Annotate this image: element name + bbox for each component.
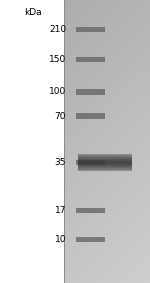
Bar [78, 159, 132, 160]
Bar [78, 165, 132, 166]
Bar [76, 27, 105, 32]
Bar [76, 89, 105, 95]
Bar [76, 160, 105, 165]
Bar [78, 163, 132, 164]
Bar [78, 164, 132, 165]
Bar [76, 57, 105, 62]
Text: 210: 210 [49, 25, 66, 34]
Bar [78, 170, 132, 171]
Text: 150: 150 [49, 55, 66, 64]
Bar [78, 160, 132, 161]
Text: 10: 10 [54, 235, 66, 244]
Bar [78, 155, 132, 156]
Bar [78, 167, 132, 168]
Bar [78, 168, 132, 169]
Bar [78, 169, 132, 170]
Text: 70: 70 [54, 112, 66, 121]
Text: 100: 100 [49, 87, 66, 97]
Text: 17: 17 [54, 206, 66, 215]
Text: kDa: kDa [24, 8, 42, 17]
Bar [76, 208, 105, 213]
Bar [76, 237, 105, 242]
Bar [78, 156, 132, 157]
Text: 35: 35 [54, 158, 66, 167]
Bar [78, 162, 132, 163]
Bar [78, 154, 132, 155]
Bar [76, 113, 105, 119]
Bar [78, 166, 132, 167]
